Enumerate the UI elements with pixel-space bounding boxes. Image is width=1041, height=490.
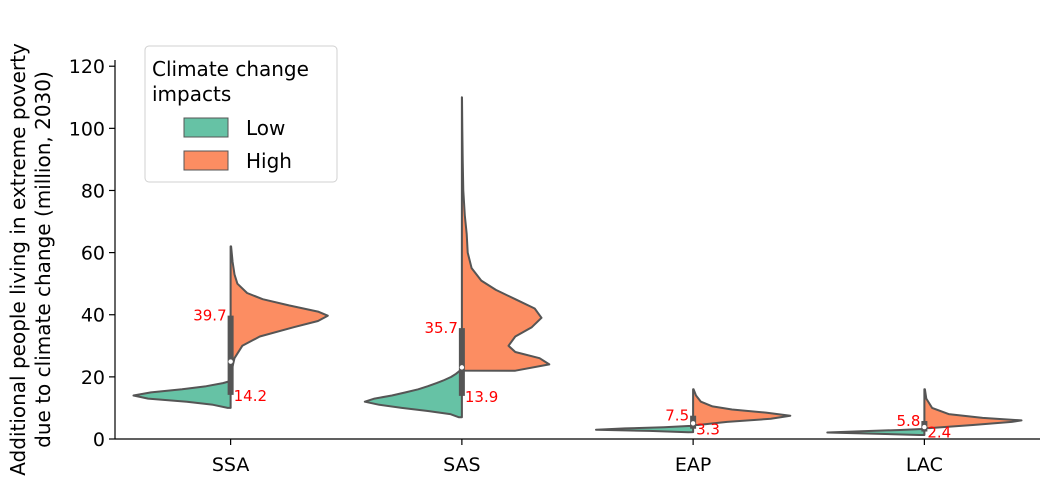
legend-label-high: High bbox=[246, 149, 292, 173]
legend-frame bbox=[144, 45, 338, 183]
annotation-ssa-low: 14.2 bbox=[234, 387, 267, 405]
legend-title-line-2: impacts bbox=[152, 82, 231, 106]
violin-eap-high bbox=[692, 388, 792, 427]
annotation-ssa-high: 39.7 bbox=[193, 307, 226, 325]
annotation-eap-low: 3.3 bbox=[696, 421, 720, 439]
axes-layer: 0 20 40 60 80 100 120 SSA SAS EAP LAC bbox=[69, 56, 1040, 476]
median-dot-eap bbox=[690, 421, 696, 426]
median-dot-ssa bbox=[228, 359, 233, 364]
y-tick-label-100: 100 bbox=[69, 118, 105, 140]
violin-sas-high bbox=[460, 96, 551, 372]
x-tick-label-sas: SAS bbox=[443, 454, 480, 476]
median-dot-lac bbox=[922, 424, 927, 430]
y-tick-label-20: 20 bbox=[81, 367, 105, 389]
annotation-lac-low: 2.4 bbox=[927, 424, 951, 442]
y-tick-label-80: 80 bbox=[81, 180, 105, 202]
violin-ssa-high bbox=[229, 245, 329, 372]
legend-title-line-1: Climate change bbox=[152, 57, 309, 81]
annotation-sas-high: 35.7 bbox=[424, 319, 457, 337]
legend-swatch-high bbox=[183, 150, 229, 171]
violin-eap-low bbox=[595, 424, 695, 434]
legend-swatch-low bbox=[183, 117, 229, 138]
annotation-lac-high: 5.8 bbox=[897, 412, 921, 430]
annotations-layer: 39.7 14.2 35.7 13.9 7.5 3.3 5.8 2.4 bbox=[193, 307, 951, 442]
violin-lac-high bbox=[923, 388, 1023, 430]
y-tick-label-40: 40 bbox=[81, 305, 105, 327]
x-tick-label-lac: LAC bbox=[906, 454, 943, 476]
y-axis-label: Additional people living in extreme pove… bbox=[6, 43, 55, 476]
y-axis-label-line-2: due to climate change (million, 2030) bbox=[31, 71, 55, 448]
y-axis-label-line-1: Additional people living in extreme pove… bbox=[6, 43, 30, 476]
annotation-eap-high: 7.5 bbox=[665, 407, 689, 425]
x-tick-label-ssa: SSA bbox=[212, 454, 249, 476]
y-tick-label-120: 120 bbox=[69, 56, 105, 78]
y-tick-label-0: 0 bbox=[93, 429, 105, 451]
legend-label-low: Low bbox=[246, 116, 285, 140]
median-dot-sas bbox=[459, 365, 465, 370]
inner-box-layer bbox=[227, 97, 928, 435]
x-tick-label-eap: EAP bbox=[675, 454, 711, 476]
violin-sas-low bbox=[363, 369, 463, 419]
annotation-sas-low: 13.9 bbox=[465, 388, 498, 406]
y-tick-label-60: 60 bbox=[81, 243, 105, 265]
violin-ssa-low bbox=[132, 380, 232, 409]
